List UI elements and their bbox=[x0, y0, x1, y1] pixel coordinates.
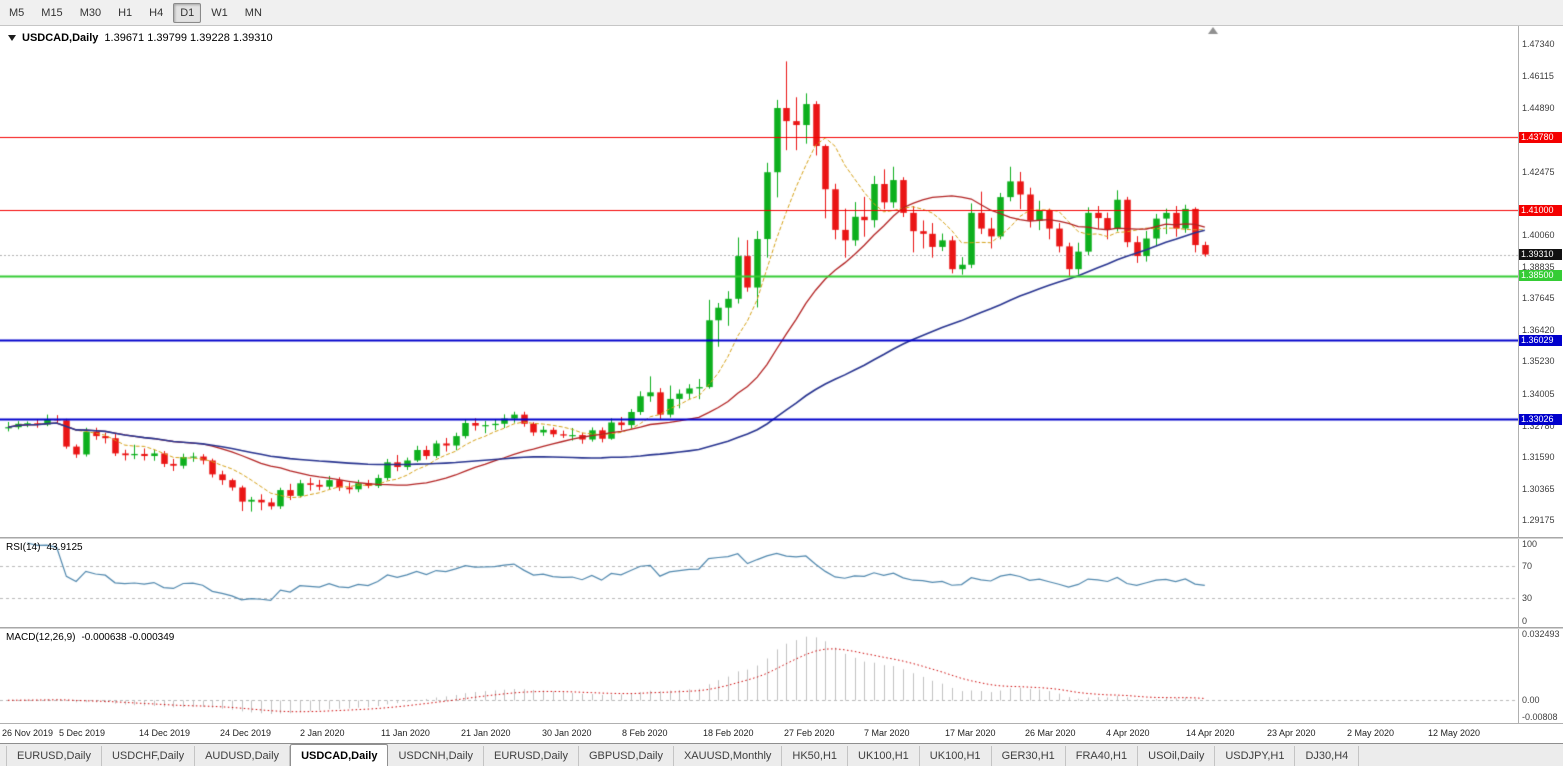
price-tick-label: 1.42475 bbox=[1522, 166, 1555, 177]
price-tick-label: 1.37645 bbox=[1522, 293, 1555, 304]
rsi-name: RSI(14) bbox=[6, 542, 41, 553]
symbol-tab-uk100-h1[interactable]: UK100,H1 bbox=[848, 746, 920, 766]
main-chart-canvas[interactable] bbox=[0, 26, 1518, 537]
chart-tabs-bar: EURUSD,Daily USDCHF,Daily AUDUSD,Daily USDC… bbox=[0, 743, 1563, 766]
symbol-tab-gbpusd-daily[interactable]: GBPUSD,Daily bbox=[579, 746, 674, 766]
macd-panel: MACD(12,26,9) -0.000638 -0.000349 0.0324… bbox=[0, 629, 1563, 723]
main-chart-panel: USDCAD,Daily 1.39671 1.39799 1.39228 1.3… bbox=[0, 26, 1563, 537]
timeframe-toolbar: M5 M15 M30 H1 H4 D1 W1 MN bbox=[0, 0, 1563, 26]
panel-separator[interactable] bbox=[0, 537, 1563, 539]
symbol-tab-fra40-h1[interactable]: FRA40,H1 bbox=[1066, 746, 1139, 766]
date-label: 21 Jan 2020 bbox=[461, 728, 511, 738]
rsi-indicator-label: RSI(14) 43.9125 bbox=[6, 542, 83, 553]
symbol-tab-usdchf-daily[interactable]: USDCHF,Daily bbox=[102, 746, 196, 766]
hline-price-badge: 1.33026 bbox=[1519, 413, 1562, 425]
date-label: 8 Feb 2020 bbox=[622, 728, 668, 738]
chart-symbol-period: USDCAD,Daily bbox=[22, 32, 99, 44]
symbol-tab-usdcad-daily[interactable]: USDCAD,Daily bbox=[290, 744, 389, 766]
date-label: 14 Dec 2019 bbox=[139, 728, 191, 738]
price-tick-label: 1.29175 bbox=[1522, 515, 1555, 526]
date-label: 14 Apr 2020 bbox=[1186, 728, 1235, 738]
date-label: 18 Feb 2020 bbox=[703, 728, 754, 738]
date-label: 7 Mar 2020 bbox=[864, 728, 910, 738]
date-label: 2 Jan 2020 bbox=[300, 728, 345, 738]
date-label: 11 Jan 2020 bbox=[381, 728, 430, 738]
price-tick-label: 1.35230 bbox=[1522, 356, 1555, 367]
date-label: 5 Dec 2019 bbox=[59, 728, 106, 738]
date-label: 26 Nov 2019 bbox=[2, 728, 54, 738]
rsi-scale-label: 0 bbox=[1522, 616, 1528, 626]
date-label: 2 May 2020 bbox=[1347, 728, 1395, 738]
symbol-tab-eurusd-daily[interactable]: EURUSD,Daily bbox=[484, 746, 579, 766]
macd-current-values: -0.000638 -0.000349 bbox=[81, 632, 175, 643]
price-axis[interactable]: 1.47340 1.46115 1.44890 1.42475 1.40060 1.388… bbox=[1518, 26, 1563, 537]
rsi-scale-label: 100 bbox=[1522, 539, 1538, 549]
macd-scale-label: 0.032493 bbox=[1522, 629, 1560, 639]
macd-scale-label: 0.00 bbox=[1522, 695, 1540, 706]
hline-price-badge: 1.36029 bbox=[1519, 334, 1562, 346]
price-tick-label: 1.34005 bbox=[1522, 388, 1555, 399]
symbol-tab-xauusd-monthly[interactable]: XAUUSD,Monthly bbox=[674, 746, 783, 766]
symbol-tab-dj30-h4[interactable]: DJ30,H4 bbox=[1295, 746, 1360, 766]
price-tick-label: 1.40060 bbox=[1522, 229, 1555, 240]
symbol-tab-audusd-daily[interactable]: AUDUSD,Daily bbox=[195, 746, 291, 766]
price-tick-label: 1.38835 bbox=[1522, 261, 1555, 272]
panel-separator[interactable] bbox=[0, 627, 1563, 629]
macd-name: MACD(12,26,9) bbox=[6, 632, 76, 643]
price-tick-label: 1.31590 bbox=[1522, 451, 1555, 462]
price-tick-label: 1.36420 bbox=[1522, 325, 1555, 336]
date-label: 17 Mar 2020 bbox=[945, 728, 996, 738]
hline-price-badge: 1.43780 bbox=[1519, 131, 1562, 143]
rsi-scale-label: 30 bbox=[1522, 592, 1533, 603]
rsi-panel: RSI(14) 43.9125 100 70 30 0 bbox=[0, 539, 1563, 627]
timeframe-button-m30[interactable]: M30 bbox=[79, 6, 102, 19]
symbol-tab-usdjpy-h1[interactable]: USDJPY,H1 bbox=[1215, 746, 1296, 766]
timeframe-button-h1[interactable]: H1 bbox=[118, 6, 133, 19]
date-label: 23 Apr 2020 bbox=[1267, 728, 1316, 738]
date-label: 24 Dec 2019 bbox=[220, 728, 272, 738]
timeframe-button-h4[interactable]: H4 bbox=[149, 6, 164, 19]
macd-scale-axis[interactable]: 0.032493 0.00 -0.00808 bbox=[1518, 629, 1563, 723]
rsi-scale-axis[interactable]: 100 70 30 0 bbox=[1518, 539, 1563, 627]
rsi-current-value: 43.9125 bbox=[46, 542, 83, 553]
chart-title: USDCAD,Daily 1.39671 1.39799 1.39228 1.3… bbox=[8, 32, 273, 44]
chart-ohlc-values: 1.39671 1.39799 1.39228 1.39310 bbox=[104, 32, 273, 44]
symbol-tab-usoil-daily[interactable]: USOil,Daily bbox=[1138, 746, 1216, 766]
macd-indicator-label: MACD(12,26,9) -0.000638 -0.000349 bbox=[6, 632, 174, 643]
price-tick-label: 1.46115 bbox=[1522, 71, 1554, 82]
hline-price-badge: 1.41000 bbox=[1519, 204, 1562, 216]
date-label: 12 May 2020 bbox=[1428, 728, 1481, 738]
symbol-tab-ger30-h1[interactable]: GER30,H1 bbox=[992, 746, 1066, 766]
macd-canvas[interactable] bbox=[0, 629, 1518, 723]
price-tick-label: 1.32780 bbox=[1522, 420, 1555, 431]
timeframe-button-mn[interactable]: MN bbox=[244, 6, 262, 19]
time-axis[interactable]: 26 Nov 2019 5 Dec 2019 14 Dec 2019 24 Dec 2… bbox=[0, 723, 1563, 743]
rsi-scale-label: 70 bbox=[1522, 561, 1533, 572]
symbol-tab-usdcnh-daily[interactable]: USDCNH,Daily bbox=[388, 746, 485, 766]
date-label: 30 Jan 2020 bbox=[542, 728, 592, 738]
date-label: 26 Mar 2020 bbox=[1025, 728, 1076, 738]
current-price-badge: 1.39310 bbox=[1519, 249, 1562, 260]
timeframe-button-d1[interactable]: D1 bbox=[173, 2, 202, 23]
date-label: 27 Feb 2020 bbox=[784, 728, 835, 738]
timeframe-button-m15[interactable]: M15 bbox=[41, 6, 63, 19]
date-label: 4 Apr 2020 bbox=[1106, 728, 1150, 738]
symbol-tab-hk50-h1[interactable]: HK50,H1 bbox=[782, 746, 849, 766]
timeframe-button-w1[interactable]: W1 bbox=[211, 6, 228, 19]
price-tick-label: 1.44890 bbox=[1522, 103, 1555, 114]
chart-menu-icon[interactable] bbox=[8, 35, 16, 41]
symbol-tab-uk100-h1[interactable]: UK100,H1 bbox=[920, 746, 992, 766]
hline-price-badge: 1.38500 bbox=[1519, 270, 1562, 282]
macd-scale-label: -0.00808 bbox=[1522, 712, 1558, 722]
symbol-tab-eurusd-daily[interactable]: EURUSD,Daily bbox=[6, 746, 102, 766]
timeframe-button-m5[interactable]: M5 bbox=[9, 6, 25, 19]
price-tick-label: 1.30365 bbox=[1522, 483, 1555, 494]
price-tick-label: 1.47340 bbox=[1522, 39, 1555, 50]
rsi-canvas[interactable] bbox=[0, 539, 1518, 627]
